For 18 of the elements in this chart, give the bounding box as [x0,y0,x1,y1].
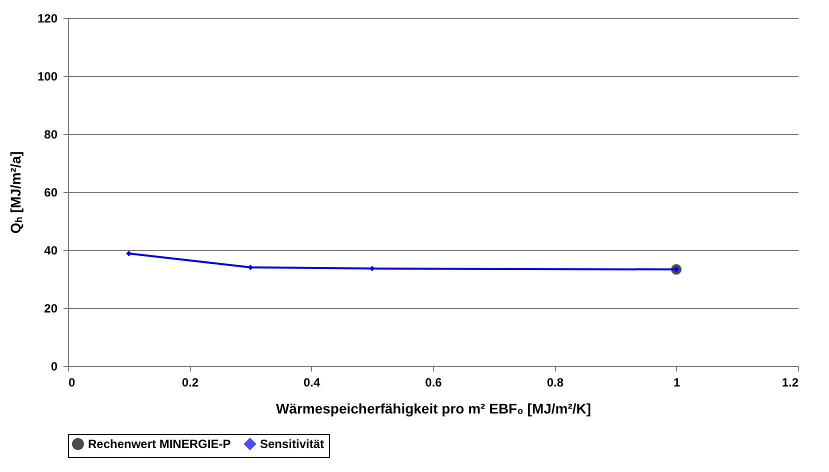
legend-label: Rechenwert MINERGIE-P [88,437,231,451]
x-tick-label: 1 [673,376,680,390]
y-tick-label: 100 [37,70,58,84]
x-tick-label: 0.2 [182,376,199,390]
y-tick-label: 20 [44,302,58,316]
y-tick-label: 80 [44,128,58,142]
y-axis-title: Qₕ [MJ/m²/a] [7,151,24,234]
x-tick-label: 0 [68,376,76,390]
y-tick-label: 40 [44,244,58,258]
x-tick-label: 0.8 [546,376,564,390]
y-tick-label: 0 [50,360,58,374]
x-tick-label: 0.4 [303,376,320,390]
y-tick-label: 60 [44,186,58,200]
x-axis-title: Wärmespeicherfähigkeit pro m² EBF₀ [MJ/m²/K] [276,400,592,416]
y-tick-label: 120 [37,12,58,26]
legend-label: Sensitivität [260,437,324,451]
x-tick-label: 1.2 [782,376,799,390]
x-tick-label: 0.6 [425,376,442,390]
